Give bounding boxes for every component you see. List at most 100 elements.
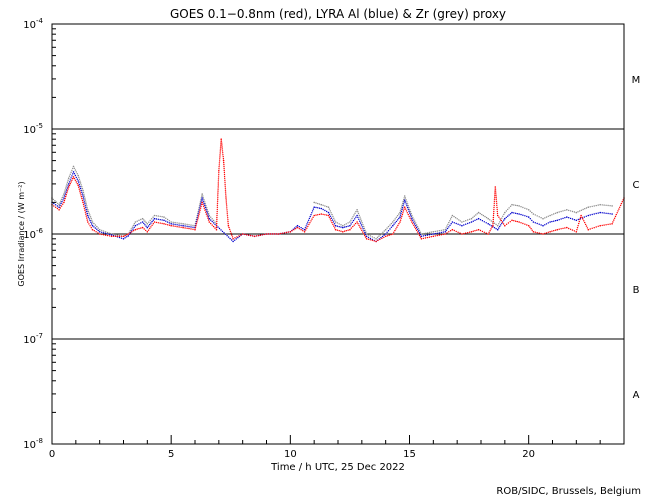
series-0-dot xyxy=(403,197,405,199)
series-2-dot xyxy=(216,202,219,204)
series-1-dot xyxy=(315,206,317,209)
series-2-dot xyxy=(224,191,227,193)
x-tick-label: 5 xyxy=(168,449,174,460)
series-2-dot xyxy=(224,183,226,185)
series-2-dot xyxy=(312,216,314,218)
series-2-dot xyxy=(129,232,131,234)
series-2-dot xyxy=(369,239,372,241)
series-2-point xyxy=(487,233,490,235)
series-1-dot xyxy=(65,191,67,193)
series-0-dot xyxy=(188,224,190,226)
series-2-dot xyxy=(495,198,497,200)
series-1-dot xyxy=(63,195,66,197)
series-2-dot xyxy=(502,223,505,225)
series-0-point xyxy=(320,203,323,206)
series-0-dot xyxy=(376,236,379,239)
series-2-dot xyxy=(609,223,611,225)
series-2-dot xyxy=(492,216,495,219)
series-2-dot xyxy=(317,214,319,216)
series-0-dot xyxy=(404,197,407,199)
series-2-dot xyxy=(225,201,227,203)
series-2-point xyxy=(599,224,601,227)
series-0-dot xyxy=(507,208,509,211)
series-2-dot xyxy=(143,228,145,230)
series-2-point xyxy=(170,224,172,227)
series-1-dot xyxy=(151,220,153,223)
series-2-dot xyxy=(220,140,223,142)
series-0-dot xyxy=(75,171,78,173)
series-1-dot xyxy=(126,236,128,238)
series-2-dot xyxy=(269,233,272,235)
series-0-point xyxy=(496,224,499,227)
series-1-dot xyxy=(78,182,80,184)
series-2-point xyxy=(67,186,70,188)
series-2-dot xyxy=(124,234,126,237)
series-1-dot xyxy=(364,231,366,234)
series-2-dot xyxy=(54,206,57,208)
series-2-dot xyxy=(168,224,171,226)
series-0-dot xyxy=(463,220,465,223)
series-2-dot xyxy=(88,223,90,225)
series-0-point xyxy=(349,221,351,223)
series-2-dot xyxy=(214,227,216,229)
series-2-dot xyxy=(315,214,317,216)
series-0-dot xyxy=(378,235,380,237)
series-1-dot xyxy=(70,177,72,179)
series-1-dot xyxy=(331,219,334,221)
series-0-dot xyxy=(453,215,455,218)
series-2-dot xyxy=(74,179,77,181)
series-2-dot xyxy=(331,221,333,224)
series-2-dot xyxy=(198,211,201,213)
series-1-dot xyxy=(367,236,370,239)
series-0-dot xyxy=(347,222,349,224)
series-0-dot xyxy=(59,202,61,204)
series-1-dot xyxy=(538,223,540,225)
series-2-dot xyxy=(540,232,542,235)
series-1-dot xyxy=(62,199,64,201)
series-0-point xyxy=(403,195,406,197)
series-2-dot xyxy=(207,217,209,219)
series-2-dot xyxy=(468,231,471,233)
series-0-dot xyxy=(430,231,432,233)
series-1-point xyxy=(134,224,137,227)
y-tick-labels: 10-810-710-610-510-4 xyxy=(23,17,43,451)
series-0-dot xyxy=(108,232,111,234)
series-1-dot xyxy=(157,218,159,220)
series-0-point xyxy=(461,221,463,223)
series-0-dot xyxy=(580,209,583,211)
series-1-dot xyxy=(74,174,77,177)
series-0-dot xyxy=(102,230,105,232)
series-1-point xyxy=(122,238,125,240)
series-2-point xyxy=(153,221,156,223)
series-0-dot xyxy=(448,221,450,224)
series-2-dot xyxy=(386,235,389,237)
series-2-dot xyxy=(360,228,362,230)
series-2-dot xyxy=(176,226,178,228)
series-1-dot xyxy=(507,215,509,217)
series-2-point xyxy=(542,233,544,235)
series-0-dot xyxy=(130,228,132,230)
series-1-point xyxy=(518,213,520,215)
series-0-point xyxy=(392,221,394,223)
series-2-dot xyxy=(227,221,229,223)
series-2-point xyxy=(492,224,494,227)
series-0-point xyxy=(532,213,535,215)
series-1-dot xyxy=(311,210,314,212)
series-0-dot xyxy=(396,215,399,217)
series-1-point xyxy=(511,211,513,214)
series-1-point xyxy=(82,195,84,197)
series-2-dot xyxy=(225,199,227,201)
series-1-dot xyxy=(326,210,328,213)
series-1-dot xyxy=(217,226,219,228)
series-1-dot xyxy=(83,199,85,201)
series-1-point xyxy=(487,223,490,225)
series-0-point xyxy=(146,223,149,225)
series-1-dot xyxy=(361,226,363,228)
series-1-dot xyxy=(93,226,95,228)
series-1-dot xyxy=(97,229,99,232)
series-2-dot xyxy=(601,224,603,227)
series-1-dot xyxy=(402,205,404,207)
series-1-point xyxy=(411,217,413,220)
series-1-dot xyxy=(489,224,491,226)
series-0-dot xyxy=(383,230,385,232)
